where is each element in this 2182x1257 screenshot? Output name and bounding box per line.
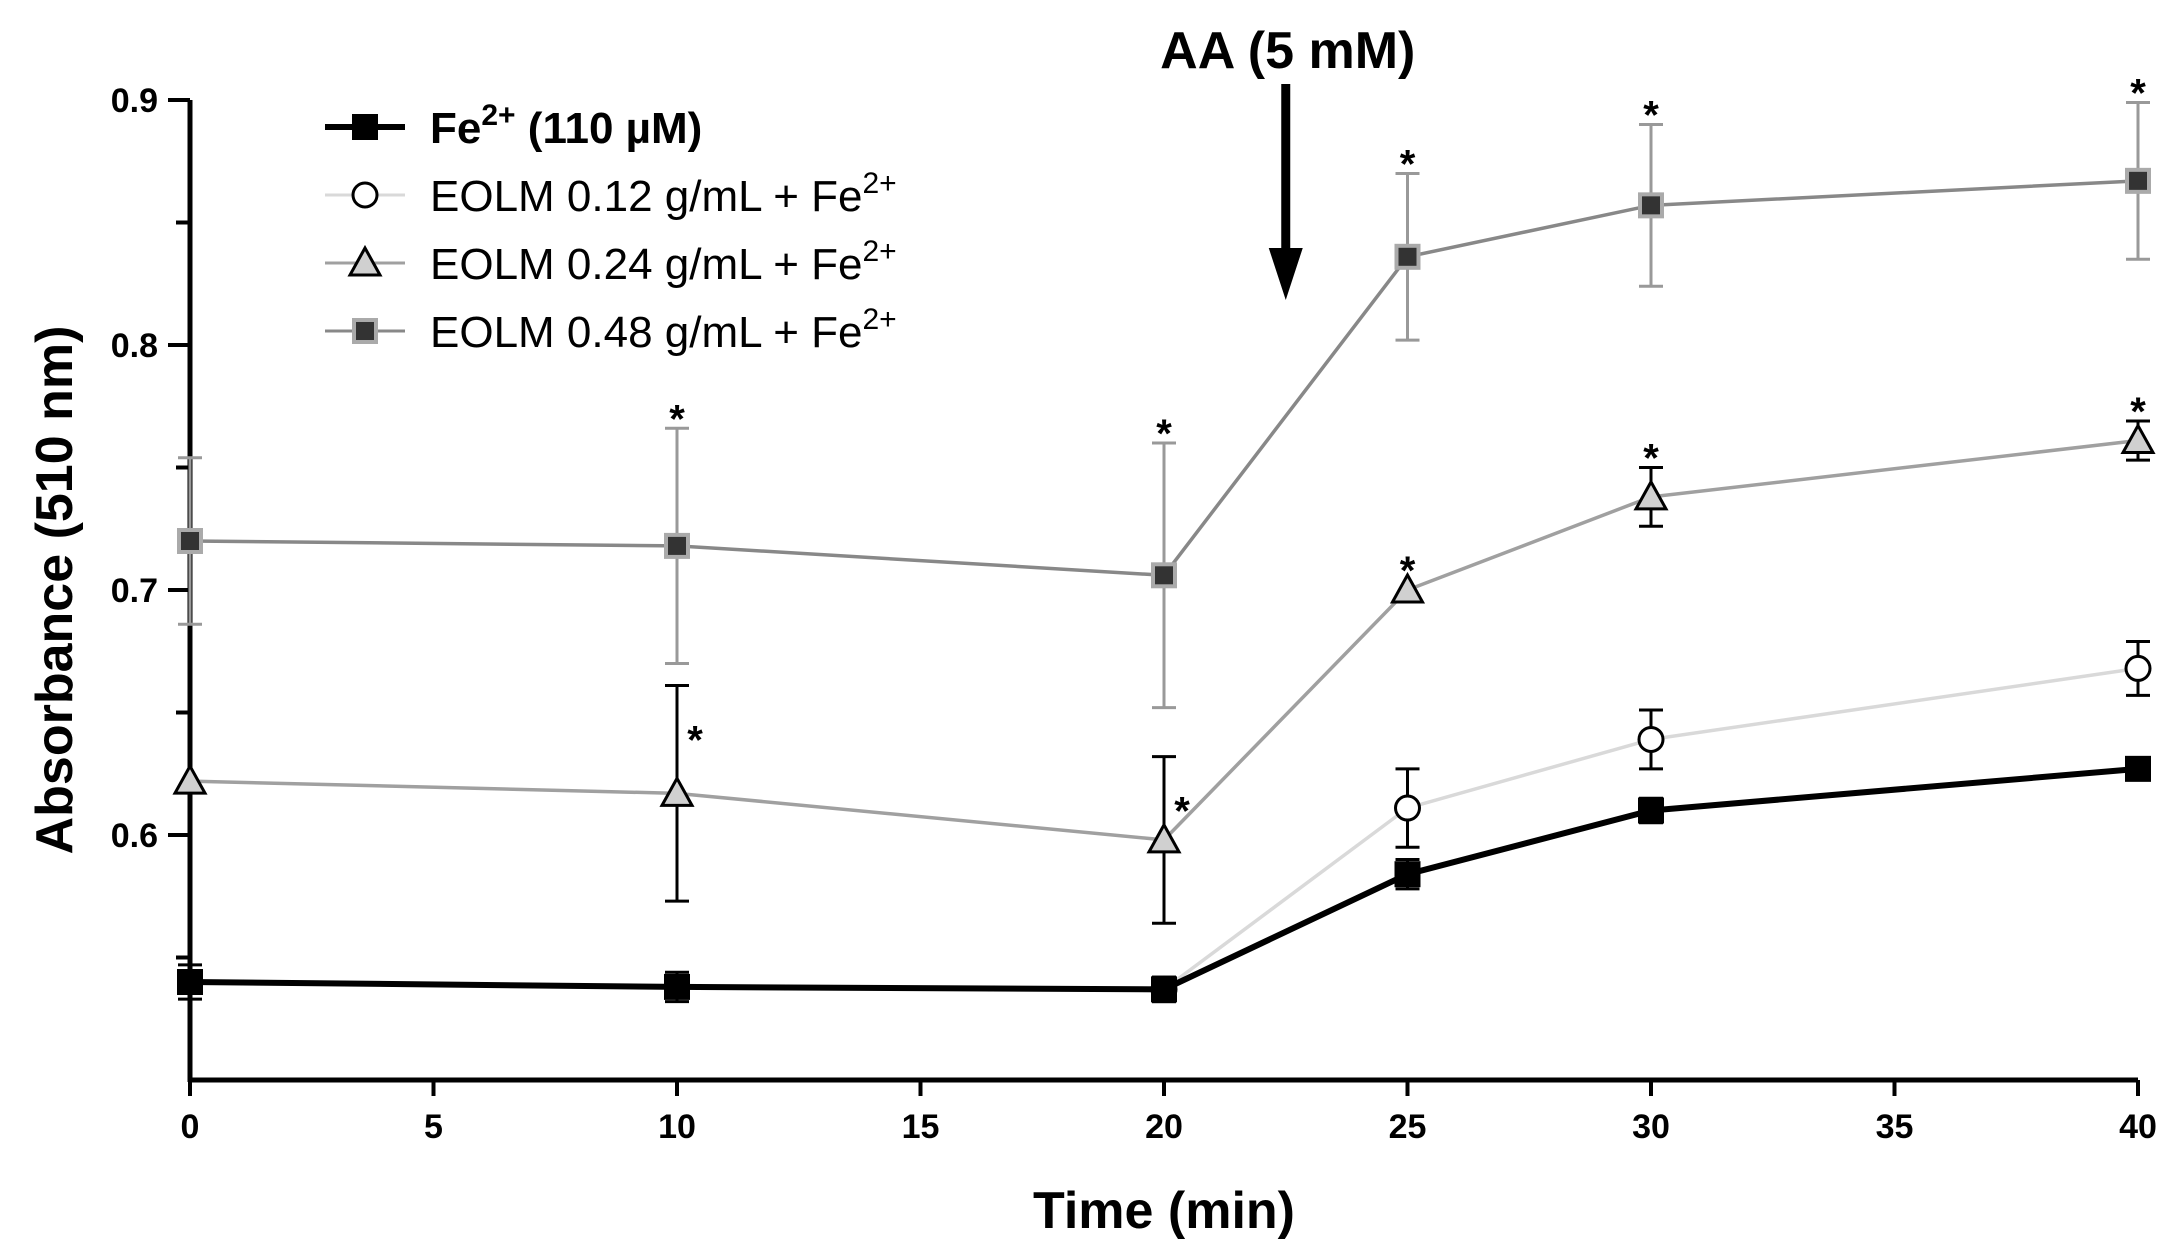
x-tick-label: 0 — [181, 1108, 200, 1146]
legend-label: EOLM 0.24 g/mL + Fe2+ — [430, 235, 897, 289]
significance-star: * — [2130, 71, 2146, 115]
legend-marker — [347, 244, 383, 277]
significance-star: * — [1174, 790, 1190, 834]
legend-item-0: Fe2+ (110 µM) — [325, 99, 702, 153]
data-point — [1146, 821, 1182, 854]
x-tick-label: 15 — [902, 1108, 940, 1146]
axes: 0 5 10 15 20 25 30 35 40 0.6 0.7 0.8 0.9 Time (min) Ab… — [26, 82, 2157, 1240]
x-tick-label: 35 — [1876, 1108, 1914, 1146]
data-point — [1638, 192, 1664, 219]
data-point — [1389, 571, 1426, 604]
data-point — [2125, 755, 2151, 782]
legend-label: EOLM 0.48 g/mL + Fe2+ — [430, 303, 897, 357]
data-point — [177, 969, 203, 995]
legend-marker — [352, 318, 378, 344]
annotation: AA (5 mM) — [1160, 22, 1415, 300]
data-point — [659, 775, 695, 807]
data-point — [1151, 976, 1177, 1003]
series-line — [1162, 666, 2139, 991]
series-line — [189, 765, 2139, 993]
legend-marker — [352, 114, 378, 140]
series-0 — [177, 755, 2151, 1004]
y-tick-label: 0.6 — [111, 817, 158, 855]
legend-item-2: EOLM 0.24 g/mL + Fe2+ — [325, 235, 897, 289]
significance-star: * — [1400, 549, 1416, 593]
x-tick-label: 20 — [1145, 1108, 1183, 1146]
data-point — [1394, 243, 1421, 270]
data-point — [2120, 422, 2156, 455]
y-axis-title: Absorbance (510 nm) — [26, 326, 84, 855]
x-tick-label: 30 — [1632, 1108, 1670, 1146]
x-axis-title: Time (min) — [1033, 1182, 1295, 1240]
series-line — [189, 438, 2139, 842]
y-tick-label: 0.7 — [111, 572, 158, 610]
data-point — [664, 973, 690, 1000]
significance-star: * — [669, 397, 685, 441]
legend-label: EOLM 0.12 g/mL + Fe2+ — [430, 167, 897, 221]
data-point — [1633, 478, 1669, 511]
data-point — [1394, 861, 1421, 888]
series-line — [189, 179, 2139, 578]
x-tick-label: 10 — [658, 1108, 696, 1146]
x-tick-label: 5 — [424, 1108, 443, 1146]
data-point — [2124, 654, 2152, 682]
data-point — [1637, 725, 1665, 753]
series-layer: * * * * * * * * * * — [172, 71, 2156, 1004]
data-point — [664, 532, 690, 559]
data-point — [1151, 562, 1177, 589]
annotation-arrow-head — [1268, 248, 1303, 300]
significance-star: * — [1643, 94, 1659, 138]
y-tick-label: 0.8 — [111, 327, 158, 365]
legend: Fe2+ (110 µM) EOLM 0.12 g/mL + Fe2+ EOLM 0… — [325, 99, 897, 357]
annotation-label: AA (5 mM) — [1160, 22, 1415, 80]
legend-marker — [351, 181, 379, 209]
legend-item-1: EOLM 0.12 g/mL + Fe2+ — [325, 167, 897, 221]
x-tick-label: 25 — [1389, 1108, 1427, 1146]
significance-star: * — [2130, 390, 2146, 434]
data-point — [1394, 794, 1421, 822]
data-point — [1638, 797, 1664, 824]
x-tick-label: 40 — [2119, 1108, 2157, 1146]
significance-star: * — [1156, 412, 1172, 456]
y-tick-label: 0.9 — [111, 82, 158, 120]
significance-star: * — [687, 719, 703, 763]
data-point — [177, 528, 203, 554]
data-point — [172, 763, 208, 795]
legend-item-3: EOLM 0.48 g/mL + Fe2+ — [325, 303, 897, 357]
significance-star: * — [1400, 143, 1416, 187]
legend-label: Fe2+ (110 µM) — [430, 99, 702, 153]
series-3: * * * * * — [177, 71, 2151, 710]
significance-star: * — [1643, 437, 1659, 481]
data-point — [2125, 167, 2151, 194]
series-2: * * * * * — [172, 390, 2156, 925]
